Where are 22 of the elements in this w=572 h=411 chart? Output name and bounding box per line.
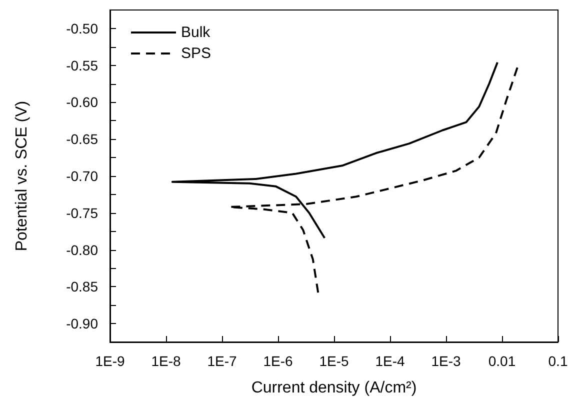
y-tick-label: -0.50 (66, 20, 98, 36)
y-tick-label: -0.65 (66, 131, 98, 148)
y-axis-title: Potential vs. SCE (V) (14, 100, 30, 252)
x-tick-label: 1E-5 (319, 353, 349, 369)
y-tick-label: -0.80 (66, 242, 98, 258)
x-tick-label: 1E-7 (207, 353, 237, 369)
x-tick-label: 0.1 (548, 353, 568, 369)
y-tick-label: -0.90 (66, 316, 98, 332)
y-tick-label: -0.85 (66, 278, 98, 295)
x-tick-label: 1E-9 (95, 353, 125, 369)
x-axis-title: Current density (A/cm²) (251, 380, 417, 396)
x-tick-label: 1E-3 (431, 353, 461, 369)
y-tick-label: -0.75 (66, 204, 98, 221)
y-tick-label: -0.70 (66, 168, 98, 184)
x-tick-label: 1E-6 (263, 353, 293, 369)
x-tick-label: 1E-4 (375, 353, 405, 369)
legend-label: Bulk (181, 24, 211, 41)
x-tick-label: 0.01 (488, 353, 516, 369)
legend-label: SPS (181, 45, 212, 62)
y-tick-label: -0.55 (66, 57, 98, 74)
x-tick-label: 1E-8 (151, 353, 181, 369)
y-tick-label: -0.60 (66, 94, 98, 110)
